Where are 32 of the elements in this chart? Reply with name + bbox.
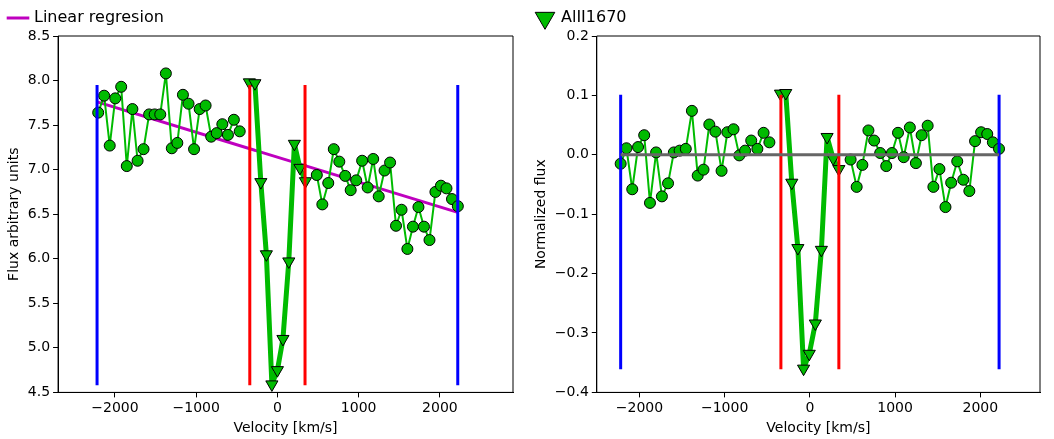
y-tick-label: 8.5 bbox=[27, 26, 51, 43]
y-tick-label: −0.1 bbox=[554, 204, 589, 221]
legend-label: AlII1670 bbox=[561, 7, 627, 27]
x-tick-label: 2000 bbox=[962, 399, 999, 416]
y-tick-label: 8.0 bbox=[27, 71, 51, 88]
x-tick-label: 0 bbox=[272, 399, 282, 416]
y-tick-label: −0.3 bbox=[554, 323, 589, 340]
x-tick-label: −1000 bbox=[700, 399, 749, 416]
x-tick-label: −2000 bbox=[91, 399, 139, 416]
x-axis-title: Velocity [km/s] bbox=[766, 419, 871, 436]
y-tick-label: 5.5 bbox=[27, 293, 51, 310]
y-tick-label: 6.0 bbox=[27, 249, 51, 266]
x-tick-label: 2000 bbox=[422, 399, 458, 416]
y-axis-title: Normalized flux bbox=[532, 159, 549, 270]
x-tick-label: 1000 bbox=[340, 399, 377, 416]
y-tick-label: 0.1 bbox=[566, 86, 589, 103]
x-tick-label: −2000 bbox=[615, 399, 664, 416]
legend-label: Linear regresion bbox=[34, 7, 164, 27]
y-axis-title: Flux arbitrary units bbox=[5, 147, 22, 281]
y-tick-label: 5.0 bbox=[27, 338, 51, 355]
y-tick-label: 4.5 bbox=[27, 383, 51, 400]
x-tick-label: −1000 bbox=[172, 399, 220, 416]
y-tick-label: 0.0 bbox=[566, 145, 589, 162]
y-tick-label: 7.0 bbox=[27, 160, 51, 177]
x-axis-title: Velocity [km/s] bbox=[233, 419, 338, 436]
y-tick-label: 7.5 bbox=[27, 115, 51, 132]
x-tick-label: 1000 bbox=[877, 399, 913, 416]
y-tick-label: 6.5 bbox=[27, 204, 51, 221]
x-tick-label: 0 bbox=[805, 399, 815, 416]
y-tick-label: −0.4 bbox=[554, 383, 589, 400]
y-tick-label: 0.2 bbox=[566, 26, 589, 43]
y-tick-label: −0.2 bbox=[554, 264, 589, 281]
